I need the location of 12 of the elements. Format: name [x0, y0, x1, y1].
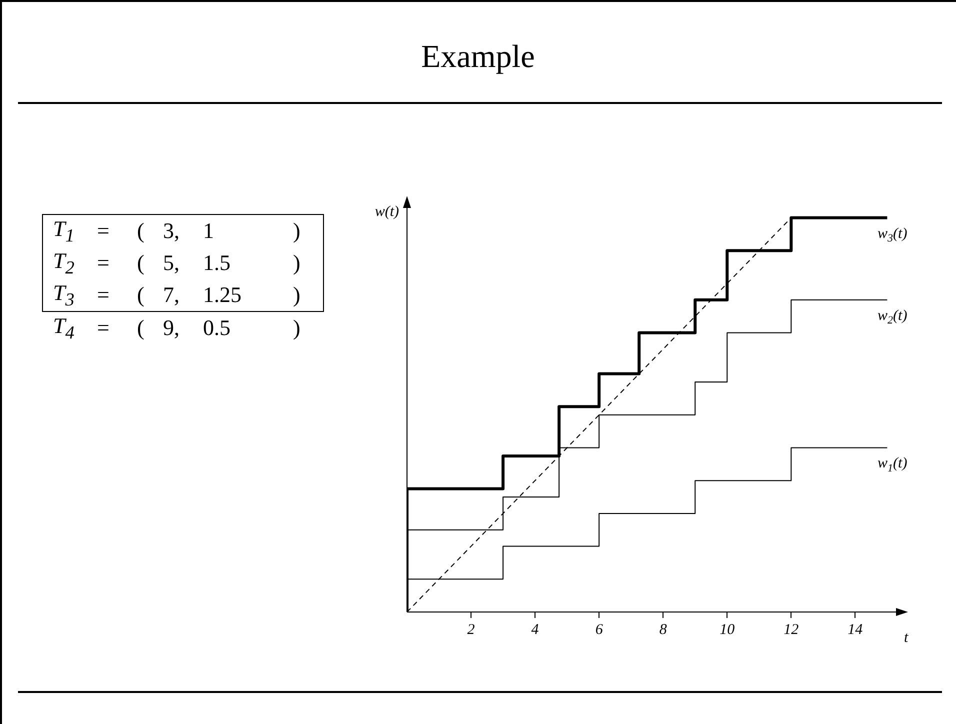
text: T$_{4}$ = ( 9, 0.5 ) [53, 312, 300, 342]
chart-title: Example [420, 38, 536, 75]
outline-box: T$_{1}$ = ( 3, 1 ) T$_{2}$ = ( 5, 1.5 ) T$_{3}$ = ( 7, 1.25 ) [42, 214, 324, 312]
x-tick-label: 12 [784, 622, 800, 638]
x-tick-label: 4 [531, 622, 540, 638]
x-tick-label: 14 [848, 622, 864, 638]
x-axis-title: t [904, 630, 909, 646]
x-tick-label: 10 [720, 622, 736, 638]
x-tick-label: 6 [595, 622, 604, 638]
x-tick-label: 8 [659, 622, 668, 638]
y-axis-title: w(t) [374, 204, 400, 220]
x-tick-label: 2 [467, 622, 476, 638]
